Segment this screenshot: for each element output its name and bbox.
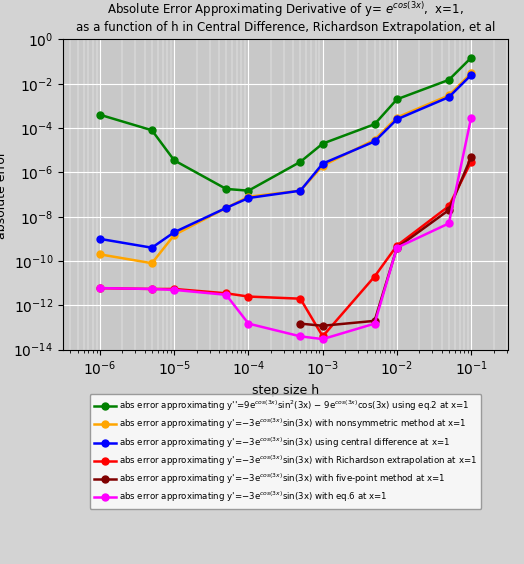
abs error approximating y''=9e$^{cos(3x)}$sin$^{2}$(3x) − 9e$^{cos(3x)}$cos(3x) using eq.2 at x=1: [468, 54, 474, 61]
abs error approximating y''=9e$^{cos(3x)}$sin$^{2}$(3x) − 9e$^{cos(3x)}$cos(3x) using eq.2 at x=1: [171, 157, 177, 164]
abs error approximating y'=−3e$^{cos(3x)}$sin(3x) with Richardson extrapolation at x=1: [297, 296, 303, 302]
abs error approximating y'=−3e$^{cos(3x)}$sin(3x) with Richardson extrapolation at x=1: [446, 203, 452, 210]
abs error approximating y'=−3e$^{cos(3x)}$sin(3x) with nonsymmetric method at x=1: [468, 70, 474, 77]
abs error approximating y''=9e$^{cos(3x)}$sin$^{2}$(3x) − 9e$^{cos(3x)}$cos(3x) using eq.2 at x=1: [223, 186, 230, 192]
abs error approximating y'=−3e$^{cos(3x)}$sin(3x) with Richardson extrapolation at x=1: [394, 242, 400, 249]
abs error approximating y'=−3e$^{cos(3x)}$sin(3x) with five-point method at x=1: [394, 244, 400, 251]
abs error approximating y'=−3e$^{cos(3x)}$sin(3x) with Richardson extrapolation at x=1: [468, 158, 474, 165]
X-axis label: step size h: step size h: [252, 384, 319, 396]
abs error approximating y'=−3e$^{cos(3x)}$sin(3x) using central difference at x=1: [245, 195, 252, 201]
abs error approximating y''=9e$^{cos(3x)}$sin$^{2}$(3x) − 9e$^{cos(3x)}$cos(3x) using eq.2 at x=1: [149, 127, 155, 134]
abs error approximating y'=−3e$^{cos(3x)}$sin(3x) with eq.6 at x=1: [446, 220, 452, 227]
abs error approximating y'=−3e$^{cos(3x)}$sin(3x) with nonsymmetric method at x=1: [320, 162, 326, 169]
abs error approximating y'=−3e$^{cos(3x)}$sin(3x) with nonsymmetric method at x=1: [297, 187, 303, 194]
Legend: abs error approximating y''=9e$^{cos(3x)}$sin$^{2}$(3x) − 9e$^{cos(3x)}$cos(3x) : abs error approximating y''=9e$^{cos(3x)…: [90, 394, 482, 509]
abs error approximating y'=−3e$^{cos(3x)}$sin(3x) with nonsymmetric method at x=1: [171, 232, 177, 239]
abs error approximating y'=−3e$^{cos(3x)}$sin(3x) with eq.6 at x=1: [223, 292, 230, 298]
abs error approximating y'=−3e$^{cos(3x)}$sin(3x) with nonsymmetric method at x=1: [394, 114, 400, 121]
abs error approximating y'=−3e$^{cos(3x)}$sin(3x) using central difference at x=1: [171, 229, 177, 236]
abs error approximating y'=−3e$^{cos(3x)}$sin(3x) using central difference at x=1: [149, 244, 155, 251]
abs error approximating y''=9e$^{cos(3x)}$sin$^{2}$(3x) − 9e$^{cos(3x)}$cos(3x) using eq.2 at x=1: [446, 77, 452, 83]
Y-axis label: absolute error: absolute error: [0, 151, 8, 239]
Line: abs error approximating y'=−3e$^{cos(3x)}$sin(3x) using central difference at x=1: abs error approximating y'=−3e$^{cos(3x)…: [96, 72, 475, 251]
abs error approximating y''=9e$^{cos(3x)}$sin$^{2}$(3x) − 9e$^{cos(3x)}$cos(3x) using eq.2 at x=1: [320, 140, 326, 147]
abs error approximating y'=−3e$^{cos(3x)}$sin(3x) using central difference at x=1: [223, 205, 230, 212]
abs error approximating y''=9e$^{cos(3x)}$sin$^{2}$(3x) − 9e$^{cos(3x)}$cos(3x) using eq.2 at x=1: [297, 158, 303, 165]
abs error approximating y'=−3e$^{cos(3x)}$sin(3x) with eq.6 at x=1: [394, 244, 400, 251]
abs error approximating y'=−3e$^{cos(3x)}$sin(3x) using central difference at x=1: [297, 187, 303, 194]
abs error approximating y'=−3e$^{cos(3x)}$sin(3x) with five-point method at x=1: [297, 320, 303, 327]
abs error approximating y'=−3e$^{cos(3x)}$sin(3x) with Richardson extrapolation at x=1: [223, 290, 230, 297]
abs error approximating y'=−3e$^{cos(3x)}$sin(3x) with eq.6 at x=1: [97, 285, 103, 292]
abs error approximating y'=−3e$^{cos(3x)}$sin(3x) using central difference at x=1: [97, 236, 103, 243]
abs error approximating y'=−3e$^{cos(3x)}$sin(3x) with nonsymmetric method at x=1: [245, 193, 252, 200]
abs error approximating y'=−3e$^{cos(3x)}$sin(3x) with nonsymmetric method at x=1: [97, 251, 103, 258]
abs error approximating y'=−3e$^{cos(3x)}$sin(3x) with Richardson extrapolation at x=1: [245, 293, 252, 300]
abs error approximating y'=−3e$^{cos(3x)}$sin(3x) using central difference at x=1: [394, 116, 400, 123]
abs error approximating y'=−3e$^{cos(3x)}$sin(3x) with Richardson extrapolation at x=1: [372, 273, 378, 280]
abs error approximating y'=−3e$^{cos(3x)}$sin(3x) with nonsymmetric method at x=1: [372, 136, 378, 143]
Line: abs error approximating y'=−3e$^{cos(3x)}$sin(3x) with eq.6 at x=1: abs error approximating y'=−3e$^{cos(3x)…: [96, 114, 475, 342]
abs error approximating y'=−3e$^{cos(3x)}$sin(3x) with Richardson extrapolation at x=1: [171, 285, 177, 292]
abs error approximating y'=−3e$^{cos(3x)}$sin(3x) with five-point method at x=1: [446, 206, 452, 213]
Line: abs error approximating y'=−3e$^{cos(3x)}$sin(3x) with five-point method at x=1: abs error approximating y'=−3e$^{cos(3x)…: [297, 153, 475, 329]
abs error approximating y'=−3e$^{cos(3x)}$sin(3x) with eq.6 at x=1: [468, 114, 474, 121]
abs error approximating y'=−3e$^{cos(3x)}$sin(3x) using central difference at x=1: [468, 72, 474, 78]
abs error approximating y'=−3e$^{cos(3x)}$sin(3x) using central difference at x=1: [446, 94, 452, 100]
abs error approximating y''=9e$^{cos(3x)}$sin$^{2}$(3x) − 9e$^{cos(3x)}$cos(3x) using eq.2 at x=1: [97, 111, 103, 118]
abs error approximating y'=−3e$^{cos(3x)}$sin(3x) with eq.6 at x=1: [245, 320, 252, 327]
abs error approximating y'=−3e$^{cos(3x)}$sin(3x) using central difference at x=1: [320, 160, 326, 167]
abs error approximating y''=9e$^{cos(3x)}$sin$^{2}$(3x) − 9e$^{cos(3x)}$cos(3x) using eq.2 at x=1: [394, 96, 400, 103]
abs error approximating y'=−3e$^{cos(3x)}$sin(3x) with Richardson extrapolation at x=1: [320, 333, 326, 340]
abs error approximating y'=−3e$^{cos(3x)}$sin(3x) with eq.6 at x=1: [171, 287, 177, 293]
Title: Absolute Error Approximating Derivative of y= $e^{cos(3x)}$,  x=1,
as a function: Absolute Error Approximating Derivative …: [76, 0, 495, 34]
abs error approximating y'=−3e$^{cos(3x)}$sin(3x) with Richardson extrapolation at x=1: [97, 285, 103, 292]
abs error approximating y'=−3e$^{cos(3x)}$sin(3x) with nonsymmetric method at x=1: [149, 260, 155, 267]
abs error approximating y'=−3e$^{cos(3x)}$sin(3x) using central difference at x=1: [372, 138, 378, 145]
abs error approximating y'=−3e$^{cos(3x)}$sin(3x) with five-point method at x=1: [468, 153, 474, 160]
abs error approximating y'=−3e$^{cos(3x)}$sin(3x) with eq.6 at x=1: [372, 320, 378, 327]
abs error approximating y'=−3e$^{cos(3x)}$sin(3x) with nonsymmetric method at x=1: [223, 205, 230, 212]
abs error approximating y'=−3e$^{cos(3x)}$sin(3x) with Richardson extrapolation at x=1: [149, 285, 155, 292]
abs error approximating y'=−3e$^{cos(3x)}$sin(3x) with eq.6 at x=1: [320, 336, 326, 342]
abs error approximating y'=−3e$^{cos(3x)}$sin(3x) with eq.6 at x=1: [297, 333, 303, 340]
abs error approximating y'=−3e$^{cos(3x)}$sin(3x) with nonsymmetric method at x=1: [446, 92, 452, 99]
abs error approximating y'=−3e$^{cos(3x)}$sin(3x) with eq.6 at x=1: [149, 285, 155, 292]
Line: abs error approximating y'=−3e$^{cos(3x)}$sin(3x) with nonsymmetric method at x=1: abs error approximating y'=−3e$^{cos(3x)…: [96, 70, 475, 267]
abs error approximating y'=−3e$^{cos(3x)}$sin(3x) with five-point method at x=1: [372, 318, 378, 324]
Line: abs error approximating y''=9e$^{cos(3x)}$sin$^{2}$(3x) − 9e$^{cos(3x)}$cos(3x) using eq.2 at x=1: abs error approximating y''=9e$^{cos(3x)…: [96, 54, 475, 194]
Line: abs error approximating y'=−3e$^{cos(3x)}$sin(3x) with Richardson extrapolation at x=1: abs error approximating y'=−3e$^{cos(3x)…: [96, 158, 475, 340]
abs error approximating y'=−3e$^{cos(3x)}$sin(3x) with five-point method at x=1: [320, 323, 326, 329]
abs error approximating y''=9e$^{cos(3x)}$sin$^{2}$(3x) − 9e$^{cos(3x)}$cos(3x) using eq.2 at x=1: [372, 121, 378, 127]
abs error approximating y''=9e$^{cos(3x)}$sin$^{2}$(3x) − 9e$^{cos(3x)}$cos(3x) using eq.2 at x=1: [245, 187, 252, 194]
